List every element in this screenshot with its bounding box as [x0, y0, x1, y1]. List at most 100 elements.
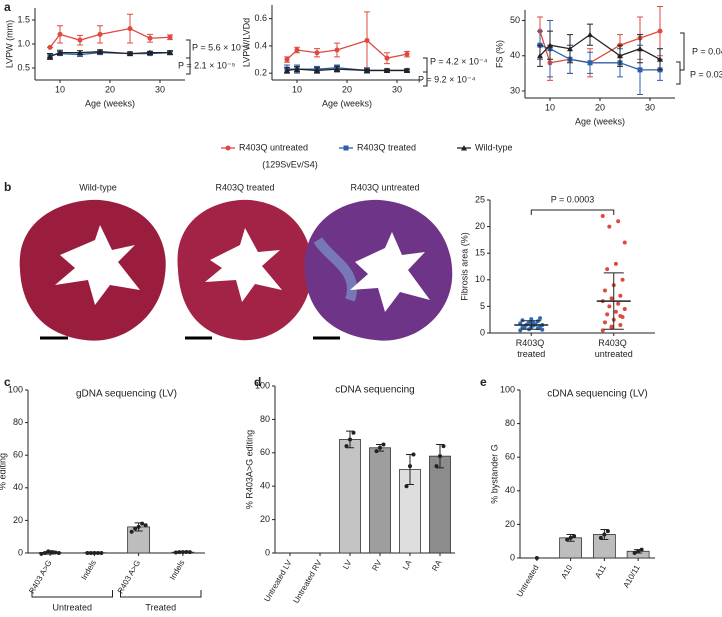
marker — [77, 37, 83, 43]
data-point — [540, 327, 545, 332]
x-tick-label: 10 — [55, 84, 65, 94]
y-tick-label: 0.2 — [254, 68, 267, 78]
data-point — [622, 307, 627, 312]
x-tick-label: R403 A>G — [27, 559, 53, 596]
marker — [147, 35, 153, 41]
x-tick-label: 20 — [105, 84, 115, 94]
x-tick-label: R403Q untreated — [595, 338, 633, 359]
data-point — [378, 445, 382, 450]
marker — [384, 67, 390, 73]
annotation: P = 4.2 × 10⁻⁴ — [430, 56, 488, 66]
x-tick-label: A10/11 — [622, 563, 642, 589]
data-point — [609, 296, 614, 301]
data-point — [438, 454, 442, 459]
y-tick-label: 50 — [510, 15, 520, 25]
x-tick-label: R403 A>G — [116, 559, 142, 596]
y-axis-label: Fibrosis area (%) — [459, 232, 469, 301]
marker — [334, 47, 340, 53]
data-point — [351, 430, 356, 435]
y-axis-label: FS (%) — [494, 40, 504, 68]
x-tick-label: Untreated — [515, 564, 540, 599]
y-tick-label: 20 — [505, 519, 515, 529]
x-tick-label: Indels — [79, 559, 97, 582]
data-point — [42, 551, 47, 555]
group-label: Untreated — [52, 602, 92, 612]
marker — [127, 26, 133, 32]
y-axis-label: % R403A>G editing — [244, 430, 254, 509]
data-point — [56, 551, 61, 555]
marker — [364, 37, 370, 43]
marker — [384, 55, 390, 61]
data-point — [572, 534, 577, 539]
y-tick-label: 0.4 — [254, 40, 267, 50]
marker — [127, 50, 133, 57]
data-point — [607, 224, 612, 229]
x-tick-label: 30 — [645, 102, 655, 112]
data-point — [529, 317, 534, 322]
marker — [314, 50, 320, 56]
data-point — [522, 325, 527, 330]
y-tick-label: 40 — [260, 481, 270, 491]
marker — [587, 60, 593, 66]
data-point — [600, 213, 605, 218]
y-tick-label: 1.0 — [17, 38, 30, 48]
y-axis-label: % bystander G — [489, 444, 499, 504]
x-tick-label: RV — [370, 558, 384, 573]
data-point — [613, 309, 618, 314]
marker — [294, 47, 300, 53]
marker — [314, 67, 320, 73]
marker — [364, 67, 370, 73]
data-point — [632, 550, 637, 555]
marker — [97, 48, 103, 55]
group-bracket — [31, 590, 113, 598]
y-tick-label: 40 — [13, 482, 23, 492]
group-label: Treated — [145, 602, 176, 612]
x-tick-label: RA — [430, 558, 444, 573]
marker — [167, 49, 173, 56]
data-point — [531, 320, 536, 325]
data-point — [184, 550, 189, 555]
y-tick-label: 0.6 — [254, 13, 267, 23]
bracket — [186, 39, 191, 59]
legend-marker — [461, 145, 467, 151]
data-point — [381, 442, 386, 447]
x-axis-label: Age (weeks) — [575, 116, 625, 126]
annotation: P = 9.2 × 10⁻⁴ — [418, 74, 476, 84]
marker — [47, 53, 53, 59]
data-point — [613, 261, 618, 266]
x-tick-label: LV — [341, 558, 354, 571]
bracket — [530, 209, 615, 215]
bracket — [423, 57, 428, 73]
data-point — [605, 529, 610, 534]
y-tick-label: 0 — [510, 552, 515, 562]
panel-label: c — [4, 375, 11, 389]
bar — [429, 455, 451, 554]
marker — [77, 49, 83, 56]
data-point — [85, 551, 90, 555]
data-point — [411, 452, 416, 457]
x-axis-label: Age (weeks) — [322, 98, 372, 108]
y-tick-label: 100 — [8, 384, 23, 394]
heart-section — [304, 199, 453, 341]
legend-label: R403Q treated — [357, 142, 416, 152]
data-point — [602, 288, 607, 293]
data-point — [441, 444, 446, 449]
data-point — [616, 301, 621, 306]
heart-section — [177, 199, 313, 341]
marker — [57, 31, 63, 37]
chart-title: cDNA sequencing — [335, 385, 415, 396]
y-tick-label: 30 — [510, 85, 520, 95]
data-point — [609, 324, 614, 329]
y-axis-label: LVPW/LVDd — [241, 18, 251, 67]
data-point — [605, 267, 610, 272]
y-tick-label: 60 — [260, 447, 270, 457]
x-tick-label: Untreated LV — [262, 558, 293, 603]
y-tick-label: 80 — [505, 418, 515, 428]
error-bar — [521, 320, 542, 330]
x-tick-label: 10 — [292, 84, 302, 94]
data-point — [46, 549, 51, 554]
x-tick-label: A10 — [559, 563, 574, 580]
y-tick-label: 5 — [480, 301, 485, 311]
legend-marker — [225, 145, 231, 151]
